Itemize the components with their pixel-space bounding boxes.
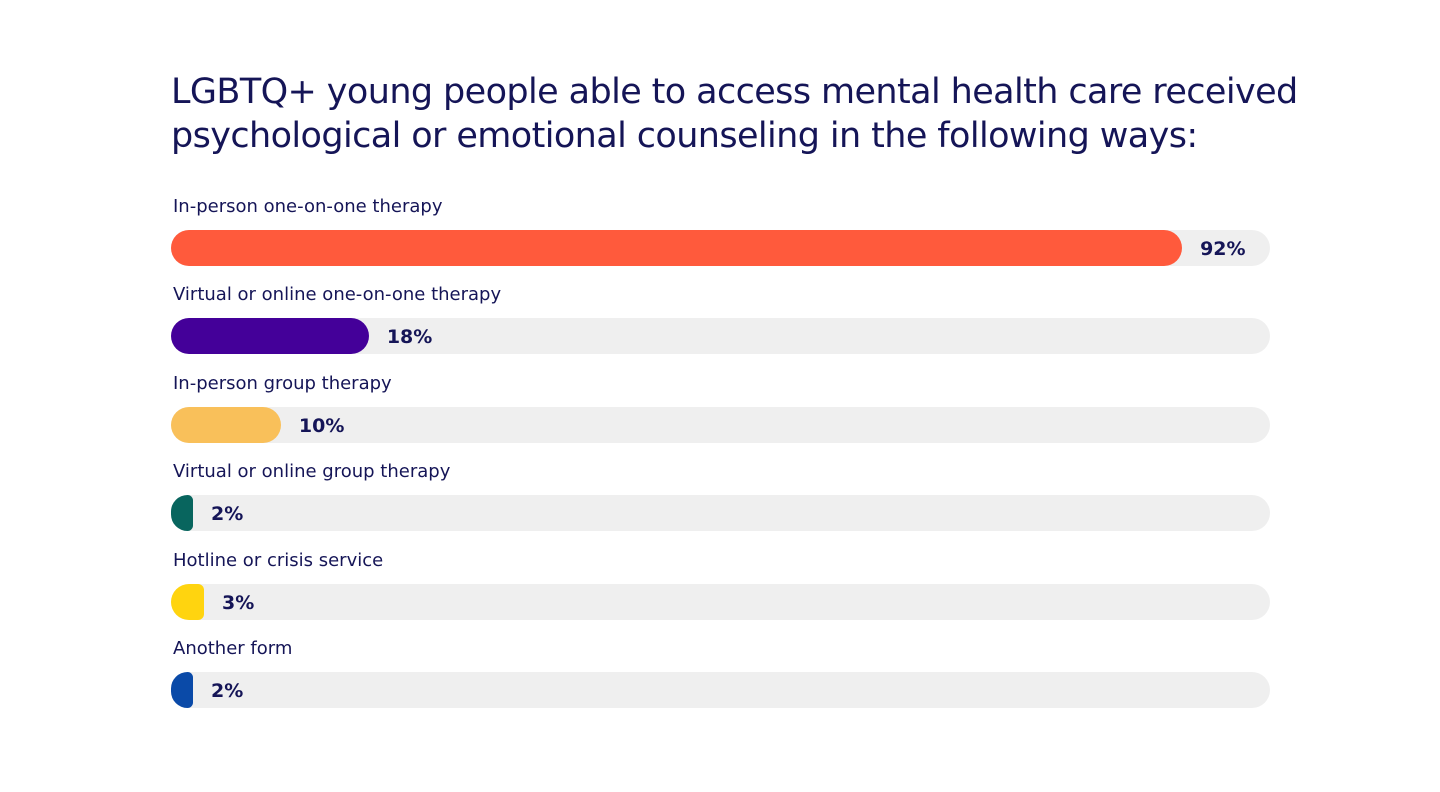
chart-title-line-2: psychological or emotional counseling in…: [171, 116, 1198, 156]
bar-rows: In-person one-on-one therapy 92% Virtual o…: [171, 195, 1270, 725]
bar-track: 2%: [171, 495, 1270, 532]
category-label: In-person one-on-one therapy: [173, 196, 443, 217]
value-label: 2%: [211, 679, 244, 702]
category-label: Another form: [173, 637, 293, 659]
bar-row: Hotline or crisis service 3%: [171, 549, 1270, 637]
category-label: Virtual or online one-on-one therapy: [173, 284, 502, 306]
bar: [171, 318, 369, 355]
category-label: Hotline or crisis service: [173, 549, 384, 571]
bar-row: Another form 2%: [171, 637, 1270, 725]
bar-track: 10%: [171, 406, 1270, 443]
chart-title: LGBTQ+ young people able to access menta…: [171, 70, 1298, 158]
bar: [171, 495, 193, 532]
value-label: 3%: [221, 591, 255, 614]
category-label: In-person group therapy: [173, 372, 392, 394]
bar-row: Virtual or online one-on-one therapy 18%: [171, 283, 1270, 371]
value-label: 92%: [1200, 238, 1246, 260]
bar-row: In-person one-on-one therapy 92%: [171, 195, 1270, 283]
bar-track: 18%: [171, 318, 1270, 355]
bar-track: 92%: [171, 230, 1270, 266]
bar-track: 3%: [171, 583, 1270, 620]
value-label: 2%: [211, 503, 244, 526]
chart: LGBTQ+ young people able to access menta…: [171, 70, 1298, 708]
value-label: 10%: [298, 414, 345, 437]
bar: [171, 406, 281, 443]
bar-track: 2%: [171, 671, 1270, 708]
value-label: 18%: [386, 326, 433, 349]
bar: [171, 671, 193, 708]
bar: [171, 583, 204, 620]
category-label: Virtual or online group therapy: [173, 461, 451, 483]
bar-row: In-person group therapy 10%: [171, 372, 1270, 460]
bar-row: Virtual or online group therapy 2%: [171, 460, 1270, 548]
chart-title-line-1: LGBTQ+ young people able to access menta…: [171, 72, 1298, 112]
bar: [171, 230, 1183, 266]
